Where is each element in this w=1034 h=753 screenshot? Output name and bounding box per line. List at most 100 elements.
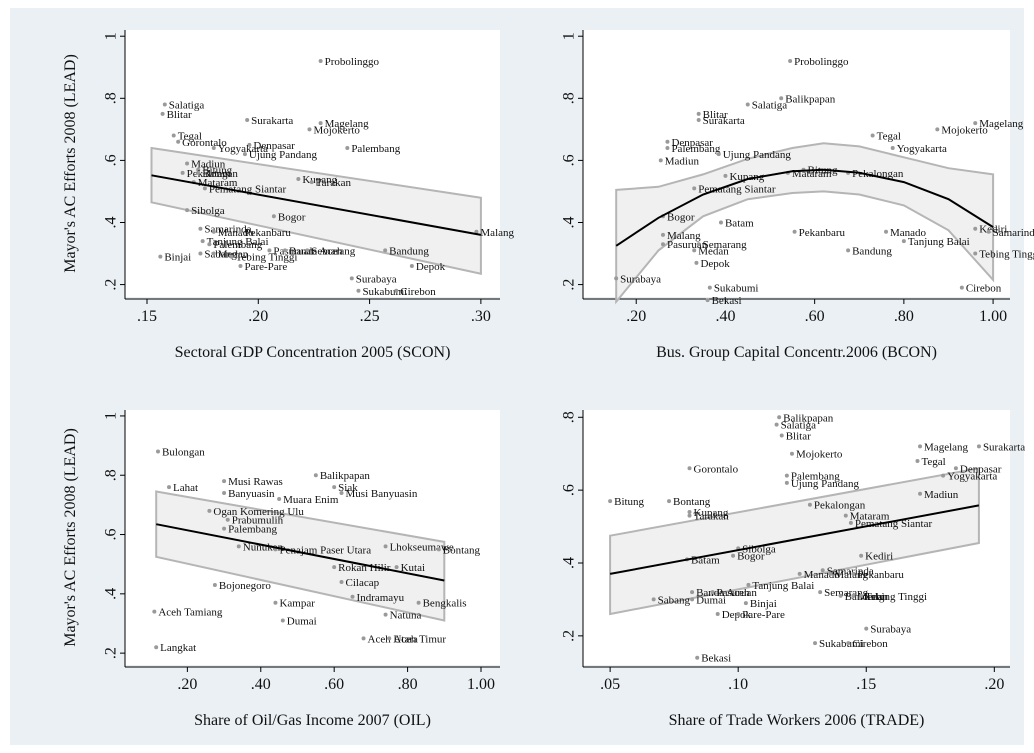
data-point bbox=[318, 59, 323, 64]
y-axis-title: Mayor's AC Efforts 2008 (LEAD) bbox=[62, 428, 79, 647]
y-tick-label: .4 bbox=[561, 216, 578, 228]
data-point bbox=[818, 590, 823, 595]
x-tick-label: .60 bbox=[805, 308, 825, 325]
point-label: Semarang bbox=[311, 245, 355, 257]
point-label: Cirebon bbox=[400, 286, 436, 298]
point-label: Aceh Tamiang bbox=[158, 607, 223, 619]
data-point bbox=[200, 239, 205, 244]
point-label: Probolinggo bbox=[325, 56, 380, 68]
point-label: Palembang bbox=[228, 524, 277, 536]
point-label: Surabaya bbox=[620, 273, 661, 285]
data-point bbox=[660, 242, 665, 247]
y-tick-label: .2 bbox=[561, 279, 578, 291]
y-tick-label: .8 bbox=[561, 92, 578, 104]
point-label: Depok bbox=[416, 261, 446, 273]
point-label: Balikpapan bbox=[320, 470, 371, 482]
x-tick-label: 1.00 bbox=[979, 308, 1007, 325]
point-label: Tebing Tinggi bbox=[865, 591, 927, 603]
data-point bbox=[901, 239, 906, 244]
data-point bbox=[474, 229, 479, 234]
point-label: Pare-Pare bbox=[742, 609, 785, 621]
data-point bbox=[394, 288, 399, 293]
point-label: Banda Aceh bbox=[696, 587, 750, 599]
data-point bbox=[361, 636, 366, 641]
point-label: Manado bbox=[890, 227, 927, 239]
point-label: Aceh Timur bbox=[393, 633, 446, 645]
x-tick-label: .05 bbox=[600, 676, 620, 693]
data-point bbox=[851, 593, 856, 598]
point-label: Banyuasin bbox=[228, 488, 275, 500]
point-label: Kupang bbox=[729, 171, 764, 183]
fit-line bbox=[615, 168, 994, 247]
data-point bbox=[222, 491, 227, 496]
x-tick-label: .25 bbox=[360, 308, 380, 325]
point-label: Pare-Pare bbox=[244, 261, 287, 273]
data-point bbox=[813, 641, 818, 646]
x-tick-label: .80 bbox=[398, 676, 418, 693]
data-point bbox=[690, 590, 695, 595]
point-label: Sukabumi bbox=[362, 286, 407, 298]
y-tick-label: .4 bbox=[103, 216, 120, 228]
point-label: Pekanbaru bbox=[857, 569, 904, 581]
data-point bbox=[222, 479, 227, 484]
data-point bbox=[848, 520, 853, 525]
y-tick-label: .6 bbox=[103, 154, 120, 166]
point-label: Salatiga bbox=[169, 100, 205, 112]
data-point bbox=[167, 485, 172, 490]
data-point bbox=[198, 226, 203, 231]
data-point bbox=[694, 260, 699, 265]
point-label: Kampar bbox=[279, 598, 315, 610]
data-point bbox=[715, 612, 720, 616]
point-label: Depok bbox=[700, 258, 730, 270]
data-point bbox=[271, 214, 276, 219]
point-label: Manado bbox=[804, 569, 841, 581]
data-point bbox=[953, 466, 958, 471]
data-point bbox=[198, 251, 203, 256]
y-tick-label: 1 bbox=[103, 412, 120, 420]
point-label: Prabumulih bbox=[232, 515, 284, 527]
data-point bbox=[707, 285, 712, 290]
data-point bbox=[416, 600, 421, 605]
x-tick-label: .20 bbox=[626, 308, 646, 325]
data-point bbox=[608, 499, 613, 504]
point-label: Musi Banyuasin bbox=[346, 488, 418, 500]
y-axis-title: Mayor's AC Efforts 2008 (LEAD) bbox=[62, 54, 79, 273]
data-point bbox=[915, 459, 920, 463]
x-tick-label: .20 bbox=[177, 676, 197, 693]
data-point bbox=[158, 254, 163, 259]
point-label: Sukabumi bbox=[714, 283, 759, 295]
data-point bbox=[718, 220, 723, 225]
data-point bbox=[409, 263, 414, 268]
point-label: Batam bbox=[202, 168, 231, 180]
data-point bbox=[986, 229, 991, 234]
x-tick-label: .10 bbox=[728, 676, 748, 693]
y-tick-label: 1 bbox=[103, 32, 120, 40]
point-label: Salatiga bbox=[752, 100, 788, 112]
point-label: Sibolga bbox=[742, 543, 776, 555]
point-label: Kupang bbox=[694, 507, 729, 519]
panel-bcon: .2 .4 .6 .8 1 .20 .40 .60 .80 1.00 Probolinggo Bali… bbox=[561, 30, 1034, 361]
point-label: Lahat bbox=[173, 482, 198, 494]
data-point bbox=[152, 609, 157, 614]
data-point bbox=[171, 133, 176, 138]
data-point bbox=[890, 145, 895, 150]
point-label: Ujung Pandang bbox=[791, 478, 860, 490]
point-label: Pekanbaru bbox=[244, 227, 291, 239]
point-label: Bulongan bbox=[162, 447, 205, 459]
data-point bbox=[658, 158, 663, 163]
y-tick-label: .6 bbox=[561, 484, 578, 496]
point-label: Mojokerto bbox=[313, 124, 360, 136]
point-label: Langkat bbox=[160, 642, 196, 654]
data-point bbox=[211, 229, 216, 234]
data-point bbox=[774, 422, 779, 427]
data-point bbox=[667, 499, 672, 504]
data-point bbox=[846, 641, 851, 646]
point-label: Cirebon bbox=[852, 638, 888, 650]
data-point bbox=[350, 594, 355, 599]
point-label: Aceh Utara bbox=[368, 633, 419, 645]
point-label: Nunukan bbox=[243, 541, 284, 553]
data-point bbox=[245, 118, 250, 123]
data-point bbox=[784, 473, 789, 478]
